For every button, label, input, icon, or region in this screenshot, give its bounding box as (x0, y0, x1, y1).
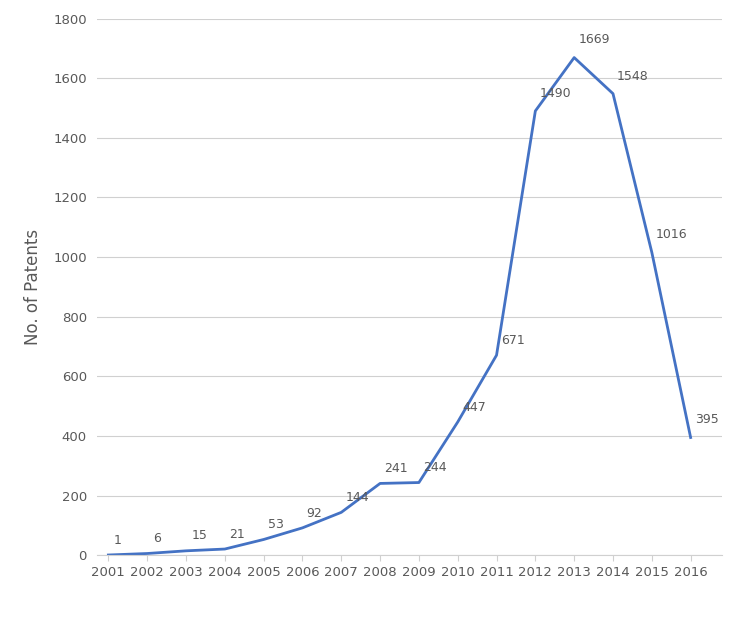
Text: 395: 395 (695, 413, 719, 426)
Text: 241: 241 (384, 462, 408, 475)
Text: 53: 53 (268, 518, 283, 531)
Text: 1669: 1669 (578, 33, 610, 46)
Y-axis label: No. of Patents: No. of Patents (24, 229, 42, 345)
Text: 1: 1 (114, 534, 122, 547)
Text: 671: 671 (501, 334, 525, 347)
Text: 6: 6 (153, 532, 161, 545)
Text: 244: 244 (423, 461, 446, 474)
Text: 1548: 1548 (618, 70, 649, 83)
Text: 92: 92 (307, 507, 322, 520)
Text: 21: 21 (229, 528, 245, 540)
Text: 15: 15 (191, 529, 208, 542)
Text: 1016: 1016 (656, 228, 687, 241)
Text: 447: 447 (462, 400, 486, 413)
Text: 1490: 1490 (539, 87, 571, 100)
Text: 144: 144 (345, 491, 369, 504)
